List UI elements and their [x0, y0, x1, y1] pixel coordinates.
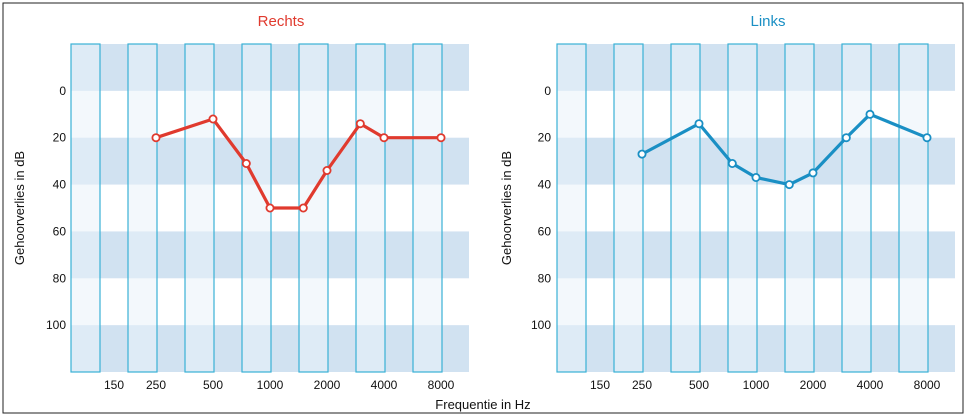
x-tick-label: 1000: [257, 378, 284, 392]
chart-title: Rechts: [258, 13, 305, 30]
frequency-column: [613, 43, 644, 373]
x-tick-label: 4000: [371, 378, 398, 392]
y-tick-label: 20: [538, 131, 552, 145]
frequency-column: [70, 43, 101, 373]
data-point: [784, 180, 794, 190]
data-point: [865, 109, 875, 119]
frequency-column: [898, 43, 929, 373]
y-tick-label: 40: [538, 178, 552, 192]
data-point: [694, 119, 704, 129]
y-tick-label: 60: [538, 224, 552, 238]
y-axis-label: Gehoorverlies in dB: [12, 151, 27, 265]
data-point: [355, 119, 365, 129]
frequency-column: [355, 43, 386, 373]
x-tick-label: 2000: [800, 378, 827, 392]
data-point: [208, 114, 218, 124]
y-tick-label: 40: [53, 178, 67, 192]
data-point: [265, 203, 275, 213]
frequency-column: [184, 43, 215, 373]
data-point: [322, 165, 332, 175]
x-tick-label: 8000: [428, 378, 455, 392]
data-point: [436, 133, 446, 143]
y-tick-label: 80: [538, 271, 552, 285]
x-tick-label: 250: [146, 378, 166, 392]
data-point: [241, 158, 251, 168]
frequency-column: [670, 43, 701, 373]
y-tick-label: 0: [544, 84, 551, 98]
y-axis-label: Gehoorverlies in dB: [499, 151, 514, 265]
x-tick-label: 1000: [743, 378, 770, 392]
frequency-column: [412, 43, 443, 373]
x-tick-label: 500: [203, 378, 223, 392]
data-point: [379, 133, 389, 143]
data-point: [808, 168, 818, 178]
data-point: [841, 133, 851, 143]
x-tick-label: 250: [632, 378, 652, 392]
chart-title: Links: [750, 13, 785, 30]
data-point: [637, 149, 647, 159]
chart-links: Links Gehoorverlies in dB 0 20 40 60 80 100 150 2…: [499, 13, 955, 392]
chart-rechts: Rechts Gehoorverlies in dB 0 20 40 60 80 100 150…: [12, 13, 469, 392]
data-point: [151, 133, 161, 143]
frequency-column: [841, 43, 872, 373]
x-tick-label: 500: [689, 378, 709, 392]
x-tick-label: 2000: [314, 378, 341, 392]
data-point: [298, 203, 308, 213]
y-tick-label: 100: [46, 318, 66, 332]
x-tick-label: 150: [104, 378, 124, 392]
y-tick-label: 80: [53, 271, 67, 285]
y-tick-label: 0: [59, 84, 66, 98]
data-point: [922, 133, 932, 143]
y-tick-label: 60: [53, 224, 67, 238]
frequency-column: [127, 43, 158, 373]
data-point: [727, 158, 737, 168]
y-tick-label: 20: [53, 131, 67, 145]
x-tick-label: 150: [590, 378, 610, 392]
data-point: [751, 172, 761, 182]
x-tick-label: 4000: [857, 378, 884, 392]
frequency-column: [556, 43, 587, 373]
frequency-column: [784, 43, 815, 373]
y-tick-label: 100: [531, 318, 551, 332]
frequency-column: [727, 43, 758, 373]
x-tick-label: 8000: [914, 378, 941, 392]
x-axis-label: Frequentie in Hz: [435, 397, 530, 412]
